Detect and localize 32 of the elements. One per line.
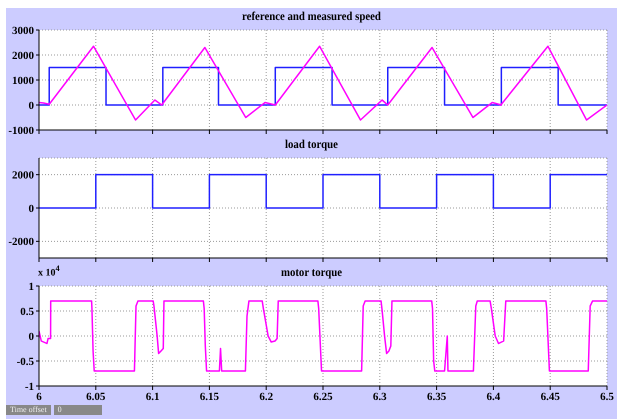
line-series [39,46,607,121]
y-tick-label: 0 [28,100,34,112]
x-tick-label: 6.3 [372,390,388,403]
x-tick-label: 6.2 [259,390,274,403]
x-tick-label: 6.25 [313,390,334,403]
y-tick-label: 0 [28,330,34,343]
chart-title: motor torque [280,265,342,279]
y-tick-label: 2000 [12,50,34,62]
x-tick-label: 6.1 [146,390,160,403]
y-tick-label: 1000 [12,74,34,87]
y-tick-label: 0.5 [20,306,34,318]
text: 0 [54,405,102,415]
x-tick-label: 6.45 [540,390,560,403]
y-tick-label: -0.5 [16,356,34,368]
chart-title: load torque [284,136,339,152]
y-tick-label: 3000 [12,24,34,37]
text: x 10$^{4}$ [38,264,60,278]
x-tick-label: 6.4 [486,390,501,403]
x-tick-label: 6.5 [600,390,614,403]
x-tick-label: 6.15 [200,390,220,403]
y-tick-label: 0 [28,202,34,215]
y-tick-label: -2000 [8,236,34,248]
x-tick-label: 6 [36,390,42,403]
x-tick-label: 6.35 [426,390,447,403]
text: Time offset [6,405,51,415]
x-tick-label: 6.05 [86,390,106,403]
y-tick-label: -1000 [8,124,34,137]
y-tick-label: 2000 [12,170,34,182]
y-tick-label: -1 [24,380,34,393]
line-series [39,300,607,372]
y-tick-label: 1 [28,280,34,293]
chart-title: reference and measured speed [241,8,382,24]
